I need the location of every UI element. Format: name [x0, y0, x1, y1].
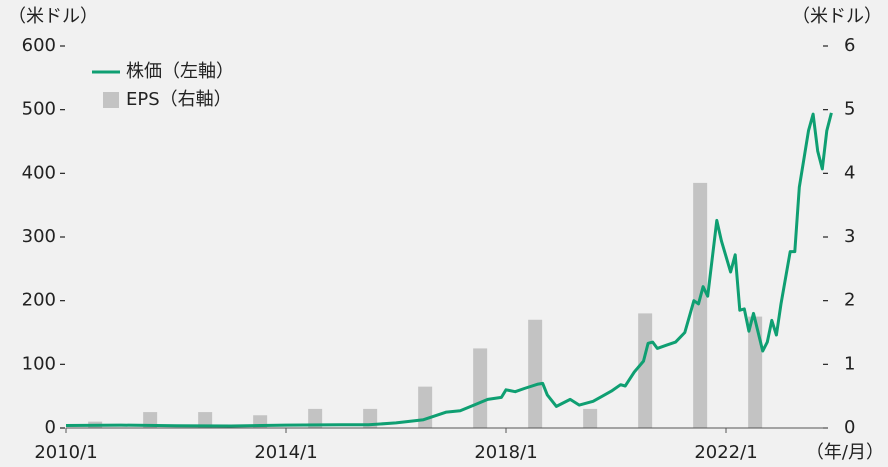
x-tick-label: 2022/1: [694, 442, 757, 463]
eps-bar: [198, 412, 213, 428]
eps-bar: [583, 408, 598, 428]
legend-label: EPS（右軸）: [126, 89, 232, 110]
x-tick-label: 2010/1: [34, 442, 97, 463]
eps-bar: [748, 316, 763, 428]
y2-tick-label: 3: [844, 226, 855, 247]
y2-tick-label: 1: [844, 353, 855, 374]
y-axis-label: （米ドル）: [8, 6, 98, 27]
legend-label: 株価（左軸）: [126, 61, 234, 82]
y2-tick-label: 2: [844, 290, 855, 311]
y-tick-label: 100: [22, 353, 56, 374]
x-axis-label: （年/月）: [806, 442, 884, 463]
eps-bar: [638, 313, 653, 428]
y-tick-label: 500: [22, 99, 56, 120]
x-tick-label: 2018/1: [474, 442, 537, 463]
y-tick-label: 200: [22, 290, 56, 311]
y2-tick-label: 5: [844, 99, 855, 120]
eps-bar: [308, 408, 323, 428]
eps-bar: [693, 182, 708, 428]
legend-swatch: [103, 92, 119, 108]
y2-tick-label: 0: [844, 417, 855, 438]
y-tick-label: 300: [22, 226, 56, 247]
y2-tick-label: 6: [844, 35, 855, 56]
eps-bar: [473, 348, 488, 428]
y-tick-label: 600: [22, 35, 56, 56]
y2-axis-label: （米ドル）: [792, 6, 882, 27]
eps-bar: [418, 386, 433, 428]
x-tick-label: 2014/1: [254, 442, 317, 463]
eps-bar: [528, 319, 543, 428]
y-tick-label: 0: [45, 417, 56, 438]
y-tick-label: 400: [22, 162, 56, 183]
y2-tick-label: 4: [844, 162, 855, 183]
price-line: [65, 112, 833, 428]
